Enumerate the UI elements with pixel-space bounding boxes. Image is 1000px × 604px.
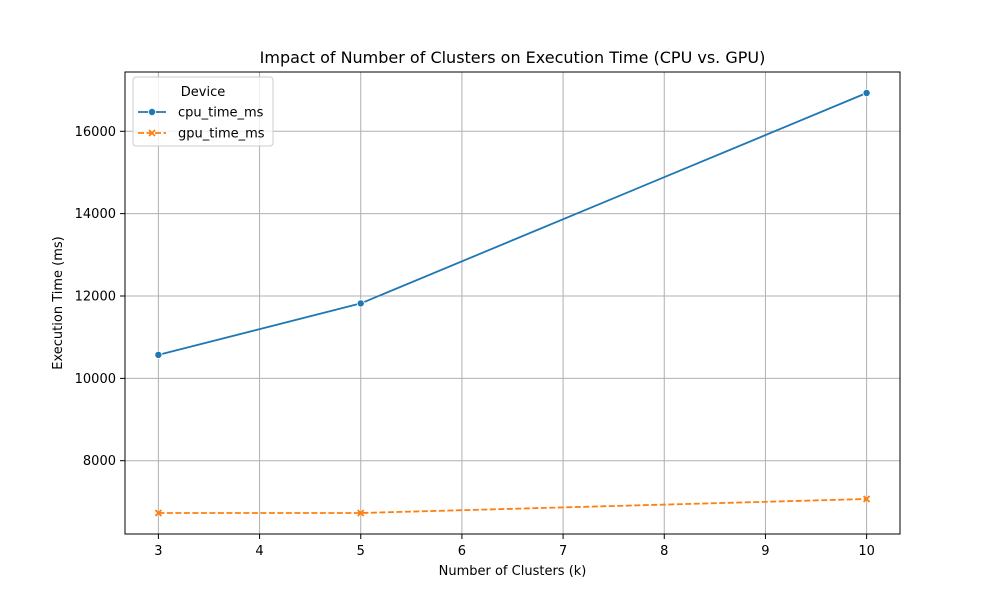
- data-point-gpu-time-ms: [862, 495, 871, 503]
- legend-entries: cpu_time_ms gpu_time_ms: [138, 106, 265, 142]
- data-point-cpu-time-ms: [154, 350, 163, 359]
- legend-entry-gpu-time-ms: gpu_time_ms: [138, 127, 265, 142]
- data-point-gpu-time-ms-stroke: [154, 509, 163, 517]
- legend-label: gpu_time_ms: [178, 127, 265, 142]
- y-tick-label: 16000: [75, 125, 116, 140]
- data-point-gpu-time-ms-stroke: [862, 495, 871, 503]
- data-point-gpu-time-ms-stroke: [357, 509, 365, 517]
- series-line-gpu-time-ms: [158, 498, 867, 514]
- legend-box: [132, 76, 274, 147]
- x-tick-label: 5: [357, 544, 365, 559]
- y-tick-label: 14000: [75, 207, 116, 222]
- legend: Device cpu_time_ms gpu_time_ms: [132, 76, 274, 147]
- y-tick-label: 10000: [75, 372, 116, 387]
- data-point-gpu-time-ms: [357, 509, 365, 517]
- x-tick-label: 4: [255, 544, 263, 559]
- data-point-gpu-time-ms: [154, 509, 163, 517]
- x-tick-label: 6: [458, 544, 466, 559]
- series-layer: [154, 89, 871, 517]
- x-tick-label: 10: [858, 544, 875, 559]
- data-point-cpu-time-ms: [356, 299, 365, 308]
- axis-ticks: 3 4 5 6 7 8 9 10 8000 10000 12000 14000 16000: [75, 125, 875, 559]
- data-point-cpu-time-ms: [862, 89, 871, 98]
- chart-title: Impact of Number of Clusters on Executio…: [260, 48, 766, 67]
- x-tick-label: 3: [154, 544, 162, 559]
- legend-swatch-marker-stroke: [148, 129, 156, 137]
- legend-label: cpu_time_ms: [178, 106, 264, 121]
- x-tick-label: 7: [559, 544, 567, 559]
- legend-swatch-marker: [148, 129, 156, 137]
- x-axis-label: Number of Clusters (k): [439, 564, 587, 579]
- y-axis-label: Execution Time (ms): [51, 236, 66, 369]
- x-tick-label: 8: [660, 544, 668, 559]
- y-tick-label: 8000: [83, 454, 116, 469]
- y-tick-label: 12000: [75, 290, 116, 305]
- x-tick-label: 9: [761, 544, 769, 559]
- legend-entry-cpu-time-ms: cpu_time_ms: [138, 106, 264, 121]
- legend-title: Device: [181, 85, 225, 100]
- legend-swatch-marker: [147, 108, 156, 117]
- plot-frame: [124, 71, 901, 535]
